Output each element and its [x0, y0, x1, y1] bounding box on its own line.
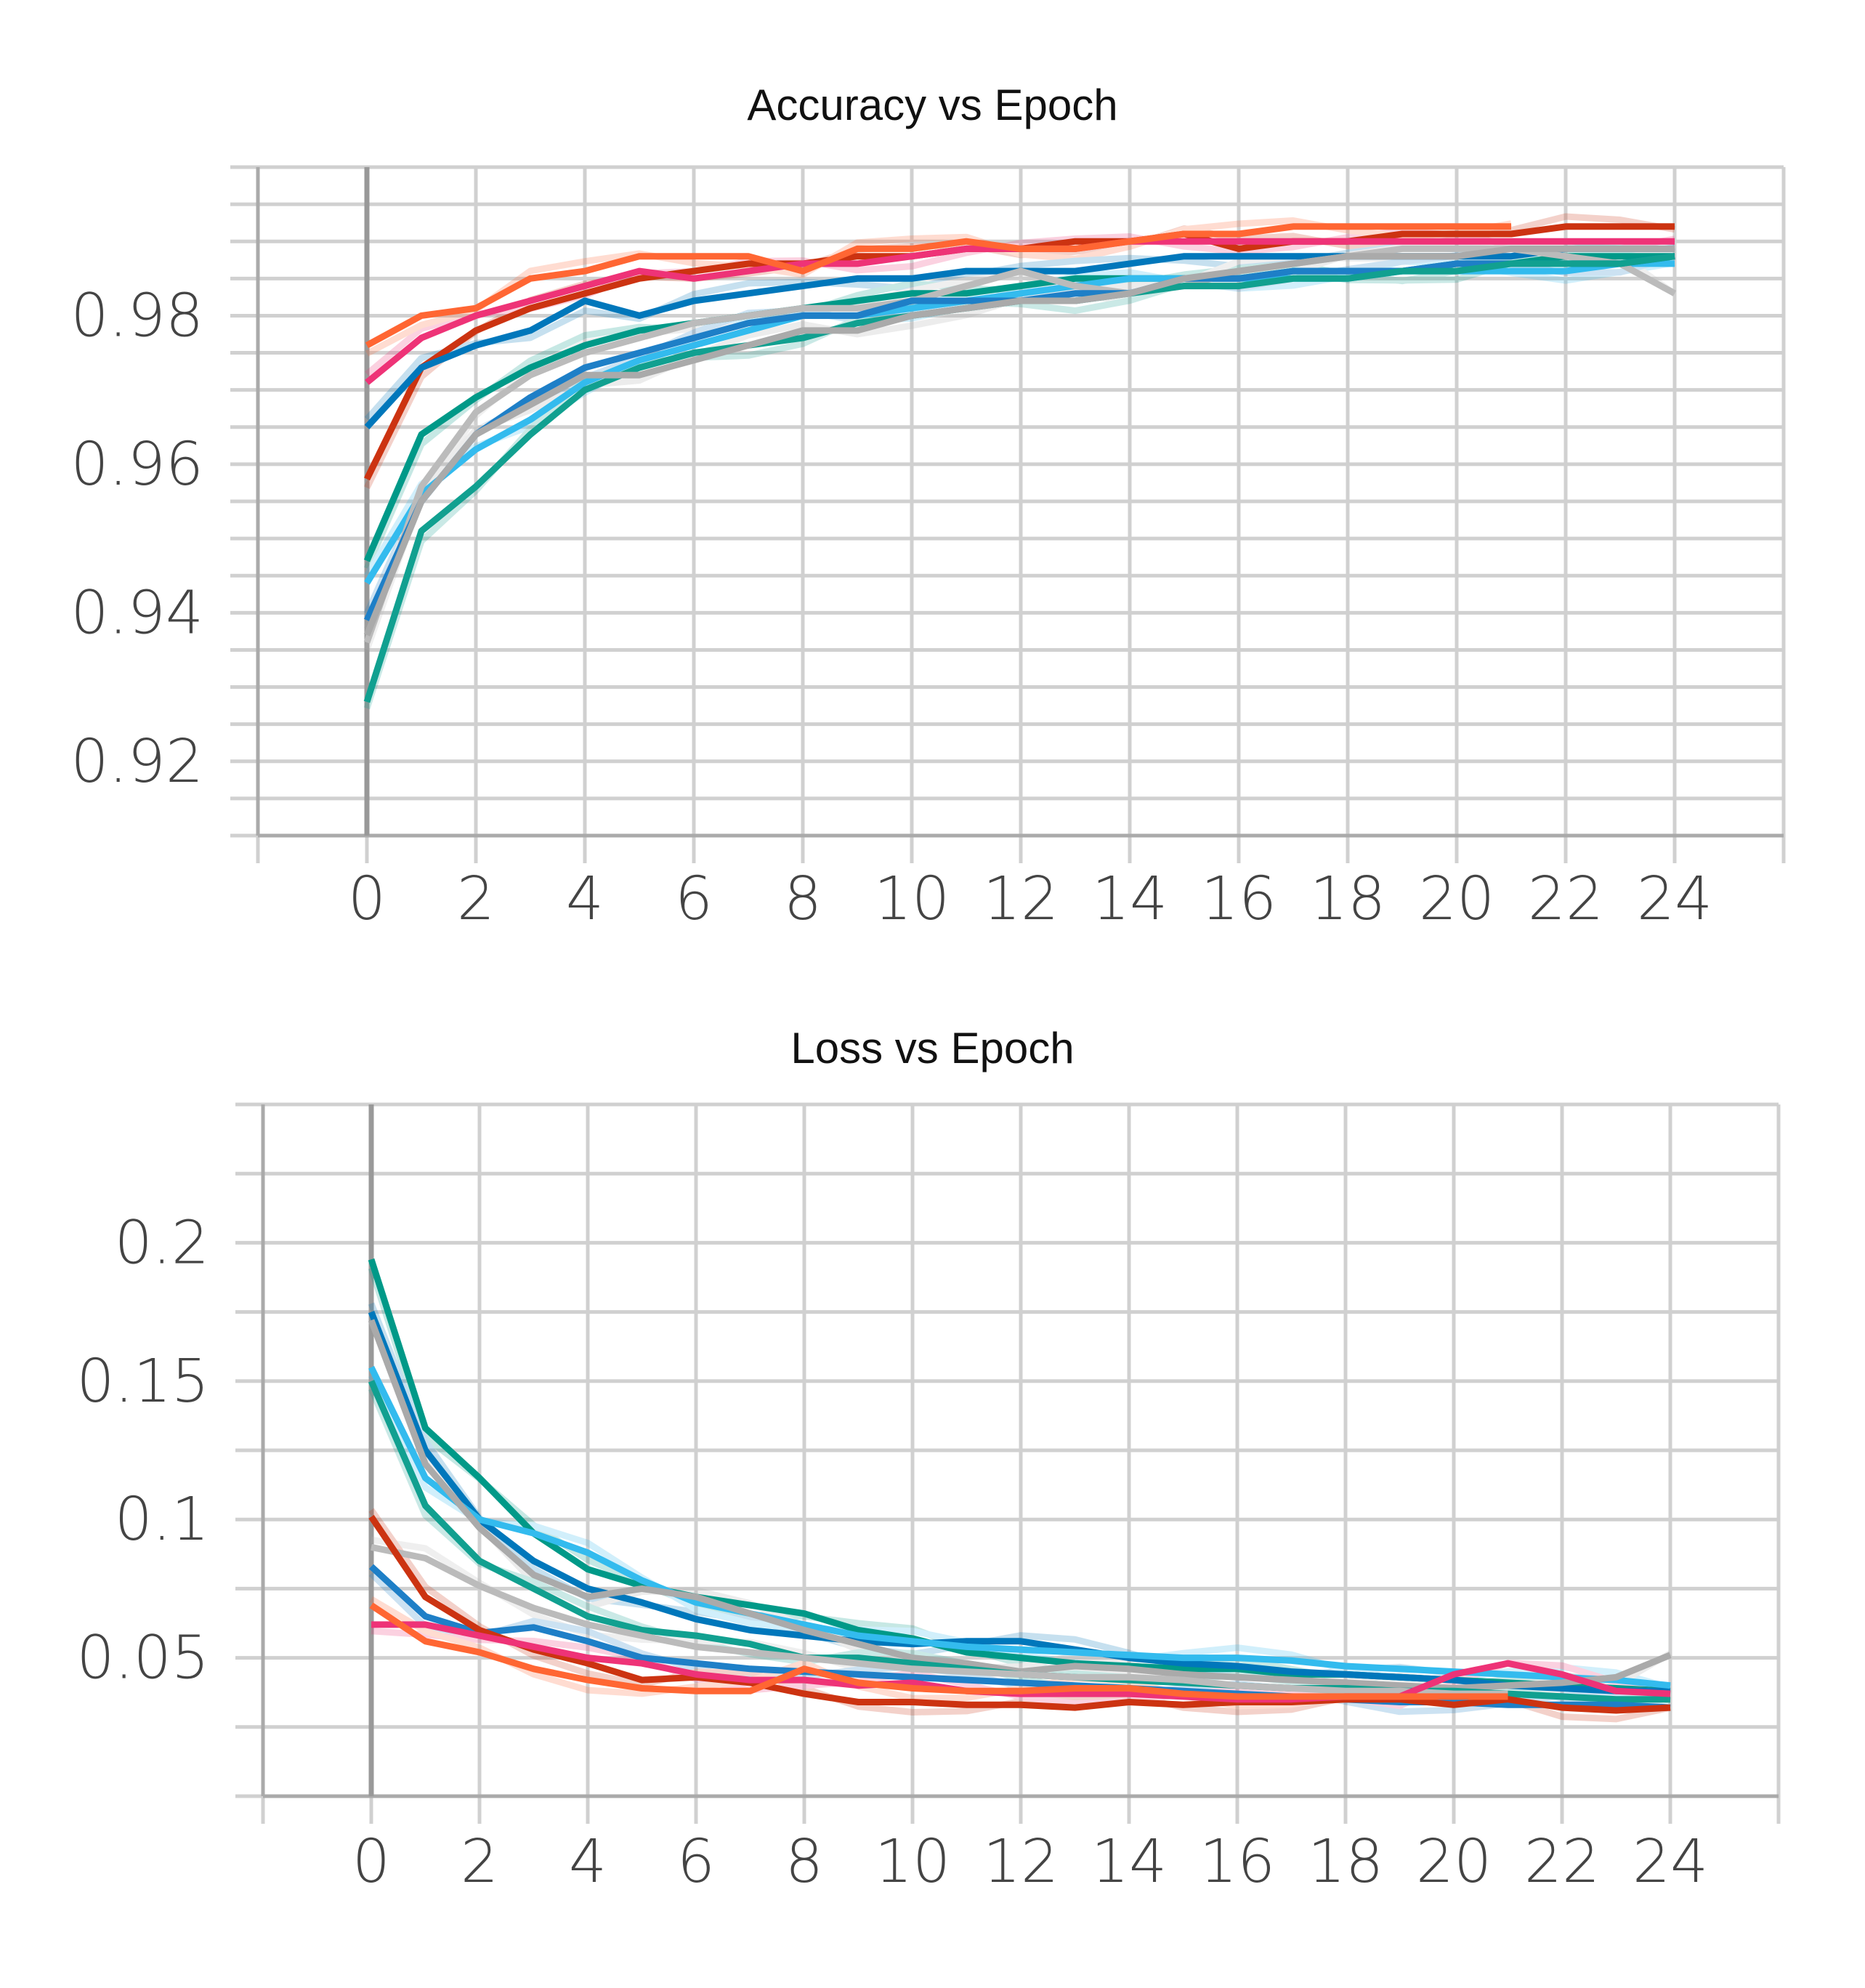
- x-tick-label: 16: [1201, 865, 1277, 934]
- x-tick-label: 16: [1199, 1827, 1275, 1896]
- x-tick-label: 20: [1416, 1827, 1492, 1896]
- x-tick-label: 14: [1091, 1827, 1167, 1896]
- x-tick-label: 24: [1633, 1827, 1708, 1896]
- chart-title: Loss vs Epoch: [790, 1024, 1075, 1072]
- x-tick-label: 18: [1310, 865, 1385, 934]
- x-tick-label: 0: [348, 865, 386, 934]
- series-raw-line: [368, 1571, 1671, 1716]
- x-tick-label: 20: [1419, 865, 1494, 934]
- tick-labels: 0 2 4 6 8 10 12 14 16 18 20 22 240.920.940.960.98: [70, 281, 1712, 934]
- series-group: [363, 223, 1677, 703]
- y-tick-label: 0.96: [70, 430, 203, 499]
- x-tick-label: 24: [1637, 865, 1712, 934]
- y-tick-label: 0.2: [115, 1208, 209, 1277]
- series-line: [365, 223, 1511, 349]
- x-tick-label: 6: [675, 865, 713, 934]
- y-tick-label: 0.92: [70, 727, 203, 796]
- y-tick-label: 0.15: [76, 1347, 209, 1416]
- series-line: [371, 1543, 1508, 1697]
- x-tick-label: 18: [1308, 1827, 1383, 1896]
- y-tick-label: 0.1: [115, 1485, 209, 1554]
- x-tick-label: 22: [1528, 865, 1603, 934]
- loss-plot: 0 2 4 6 8 10 12 14 16 18 20 22 240.050.10.150.2: [76, 1102, 1781, 1896]
- series-group: [368, 1258, 1672, 1714]
- x-tick-label: 2: [461, 1827, 498, 1896]
- tick-labels: 0 2 4 6 8 10 12 14 16 18 20 22 240.050.10.150.2: [76, 1208, 1708, 1896]
- series-line: [368, 1514, 1671, 1714]
- x-tick-label: 6: [677, 1827, 715, 1896]
- series-line: [368, 1310, 1670, 1694]
- x-tick-label: 12: [983, 865, 1059, 934]
- x-tick-label: 10: [874, 865, 950, 934]
- accuracy-plot: 0 2 4 6 8 10 12 14 16 18 20 22 240.920.940.960.98: [70, 165, 1786, 934]
- x-tick-label: 4: [566, 865, 604, 934]
- x-tick-label: 8: [784, 865, 822, 934]
- x-tick-label: 8: [785, 1827, 823, 1896]
- x-tick-label: 14: [1092, 865, 1168, 934]
- series-line: [369, 1602, 1508, 1700]
- x-tick-label: 4: [569, 1827, 607, 1896]
- x-tick-label: 2: [457, 865, 495, 934]
- x-tick-label: 0: [352, 1827, 390, 1896]
- accuracy-chart: Accuracy vs Epoch 0 2 4 6 8 10 12 14 16 18 20 22 24 0…: [0, 0, 1865, 945]
- x-tick-label: 10: [875, 1827, 950, 1896]
- y-tick-label: 0.98: [70, 281, 203, 350]
- chart-title: Accuracy vs Epoch: [747, 81, 1118, 129]
- x-tick-label: 12: [983, 1827, 1059, 1896]
- y-tick-label: 0.94: [70, 578, 203, 647]
- y-tick-label: 0.05: [76, 1624, 209, 1693]
- series-line: [363, 245, 1675, 637]
- x-tick-label: 22: [1524, 1827, 1600, 1896]
- loss-chart: Loss vs Epoch 0 2 4 6 8 10 12 14 16 18 20 22 24 0.05 0…: [0, 945, 1865, 1988]
- series-line: [363, 245, 1677, 644]
- grid: [235, 1102, 1781, 1824]
